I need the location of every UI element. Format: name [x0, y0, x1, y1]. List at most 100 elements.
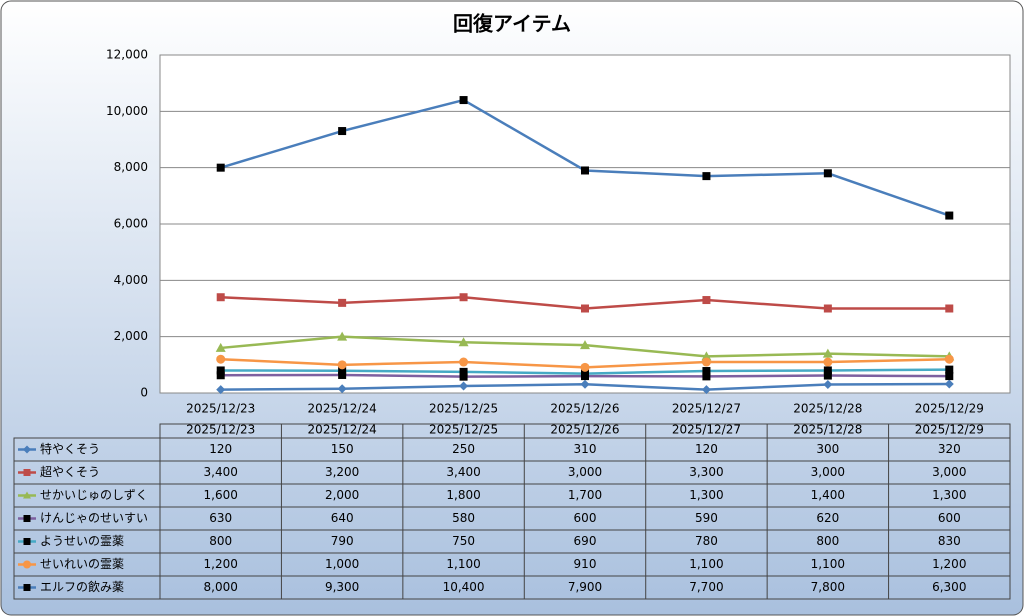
table-value: 1,200	[932, 557, 966, 571]
x-tick-label: 2025/12/25	[429, 402, 498, 416]
table-value: 640	[331, 511, 354, 525]
table-value: 7,900	[568, 580, 602, 594]
table-value: 1,400	[811, 488, 845, 502]
point-marker	[216, 163, 225, 172]
point-marker	[945, 304, 954, 313]
table-value: 3,200	[325, 465, 359, 479]
point-marker	[701, 385, 711, 395]
point-marker	[338, 370, 347, 379]
table-value: 780	[695, 534, 718, 548]
point-marker	[944, 379, 954, 389]
point-marker	[338, 298, 347, 307]
table-header: 2025/12/23	[186, 423, 255, 437]
point-marker	[945, 211, 954, 220]
point-marker	[581, 166, 589, 175]
table-value: 150	[331, 442, 354, 456]
table-value: 300	[816, 442, 839, 456]
legend-label: けんじゃのせいすい	[40, 511, 148, 525]
table-value: 250	[452, 442, 475, 456]
table-value: 800	[816, 534, 839, 548]
table-value: 790	[331, 534, 354, 548]
point-marker	[459, 96, 468, 105]
table-value: 7,800	[811, 580, 845, 594]
table-header: 2025/12/26	[550, 423, 619, 437]
point-marker	[944, 354, 954, 364]
legend-marker	[23, 584, 31, 591]
table-value: 3,000	[932, 465, 966, 479]
x-tick-label: 2025/12/23	[186, 402, 255, 416]
table-header: 2025/12/24	[308, 423, 377, 437]
table-value: 1,300	[932, 488, 966, 502]
point-marker	[216, 366, 225, 375]
point-marker	[337, 360, 347, 370]
table-value: 3,400	[446, 465, 480, 479]
point-marker	[823, 366, 832, 375]
y-tick-label: 8,000	[114, 160, 148, 174]
point-marker	[702, 172, 711, 181]
legend-marker	[23, 491, 31, 499]
table-value: 1,100	[446, 557, 480, 571]
point-marker	[580, 362, 590, 372]
table-value: 2,000	[325, 488, 359, 502]
table-value: 1,100	[811, 557, 845, 571]
point-marker	[822, 348, 833, 358]
table-value: 590	[695, 511, 718, 525]
table-value: 3,000	[811, 465, 845, 479]
chart-title: 回復アイテム	[453, 12, 571, 36]
table-header: 2025/12/27	[672, 423, 741, 437]
table-value: 3,300	[689, 465, 723, 479]
table-value: 7,700	[689, 580, 723, 594]
table-value: 6,300	[932, 580, 966, 594]
table-value: 580	[452, 511, 475, 525]
point-marker	[580, 379, 590, 389]
point-marker	[702, 367, 711, 376]
point-marker	[459, 293, 468, 302]
point-marker	[458, 337, 469, 347]
legend-label: せいれいの霊薬	[40, 557, 124, 571]
table-value: 620	[816, 511, 839, 525]
point-marker	[215, 342, 226, 352]
point-marker	[459, 381, 469, 391]
point-marker	[216, 293, 225, 302]
table-value: 1,600	[204, 488, 238, 502]
table-value: 750	[452, 534, 475, 548]
table-value: 600	[938, 511, 961, 525]
x-tick-label: 2025/12/29	[915, 402, 984, 416]
table-value: 1,100	[689, 557, 723, 571]
point-marker	[581, 304, 589, 313]
point-marker	[580, 340, 590, 350]
table-value: 1,000	[325, 557, 359, 571]
y-tick-label: 0	[140, 386, 148, 400]
point-marker	[216, 354, 226, 364]
point-marker	[945, 365, 954, 374]
table-value: 3,400	[204, 465, 238, 479]
point-marker	[459, 357, 469, 367]
x-tick-label: 2025/12/27	[672, 402, 741, 416]
point-marker	[216, 385, 226, 395]
table-value: 8,000	[204, 580, 238, 594]
table-value: 310	[574, 442, 597, 456]
legend-marker	[23, 560, 31, 569]
table-value: 630	[209, 511, 232, 525]
y-tick-label: 6,000	[114, 217, 148, 231]
legend-label: 特やくそう	[40, 441, 100, 456]
point-marker	[945, 372, 954, 381]
table-value: 9,300	[325, 580, 359, 594]
point-marker	[823, 380, 833, 390]
table-value: 690	[574, 534, 597, 548]
table-value: 1,800	[446, 488, 480, 502]
table-value: 1,700	[568, 488, 602, 502]
point-marker	[337, 384, 347, 394]
y-tick-label: 4,000	[114, 273, 148, 287]
point-marker	[337, 331, 348, 341]
legend-label: エルフの飲み薬	[40, 579, 124, 594]
point-marker	[702, 372, 711, 381]
legend-label: せかいじゅのしずく	[40, 488, 148, 502]
table-value: 1,200	[204, 557, 238, 571]
point-marker	[702, 296, 711, 305]
table-value: 1,300	[689, 488, 723, 502]
point-marker	[823, 169, 832, 178]
y-tick-label: 2,000	[114, 329, 148, 343]
point-marker	[701, 351, 712, 361]
